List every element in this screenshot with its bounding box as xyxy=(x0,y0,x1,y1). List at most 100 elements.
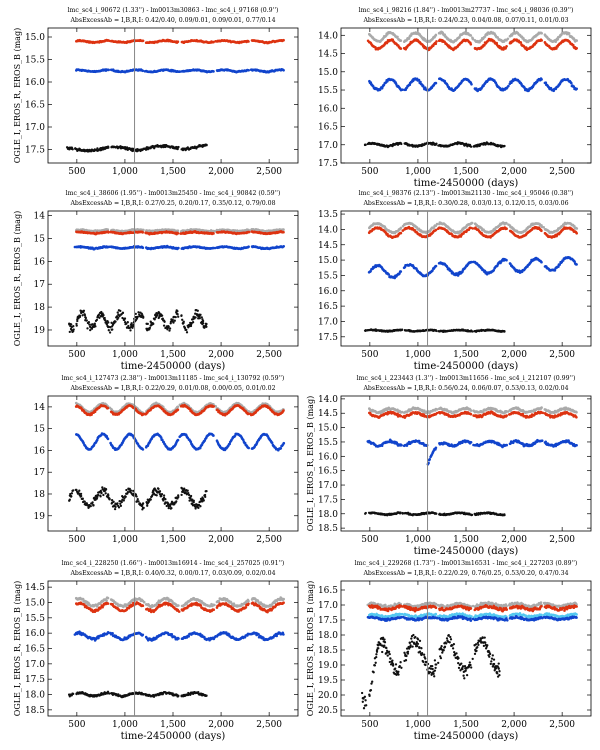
point-ogle xyxy=(191,321,195,324)
y-tick-label: 15.0 xyxy=(318,68,338,78)
point-ogle xyxy=(168,327,172,330)
y-tick-label: 16.0 xyxy=(318,104,338,114)
point-ogle xyxy=(107,321,110,324)
point-ogle xyxy=(181,318,184,321)
x-tick-label: 2,000 xyxy=(501,350,527,360)
point-ogle xyxy=(90,327,94,330)
point-ogle xyxy=(91,323,94,326)
y-axis-label: OGLE_I, EROS_R, EROS_B (mag) xyxy=(13,28,22,163)
point-ogle xyxy=(110,321,113,324)
x-axis-label: time-2450000 (days) xyxy=(121,361,226,372)
point-blue xyxy=(387,273,391,276)
point-ogle xyxy=(103,316,106,320)
point-gray xyxy=(542,226,545,229)
point-ogle xyxy=(161,317,164,320)
point-ogle xyxy=(153,317,156,321)
y-tick-label: 17.0 xyxy=(318,317,338,327)
x-tick-label: 500 xyxy=(361,167,378,177)
point-ogle xyxy=(177,315,180,318)
series-ogle-i xyxy=(65,143,208,153)
point-gray xyxy=(106,228,110,231)
point-ogle xyxy=(114,320,117,323)
point-gray xyxy=(435,222,439,226)
x-tick-label: 2,500 xyxy=(549,350,575,360)
point-red xyxy=(282,38,285,42)
point-ogle xyxy=(104,319,107,322)
y-tick-label: 16 xyxy=(34,257,46,267)
point-gray xyxy=(434,33,438,37)
point-ogle xyxy=(169,322,172,325)
x-tick-label: 2,500 xyxy=(549,167,575,177)
point-ogle xyxy=(89,328,92,332)
chart-subtitle: AbsExcessAb = I,B,R,I: 0.27/0.25, 0.20/0… xyxy=(69,200,275,207)
x-tick-label: 1,000 xyxy=(112,167,138,177)
y-tick-label: 17 xyxy=(34,468,46,478)
series-eros-r-gray xyxy=(368,30,578,44)
point-ogle xyxy=(117,316,120,319)
point-gray xyxy=(399,226,403,230)
y-tick-label: 16.0 xyxy=(25,78,45,88)
point-ogle xyxy=(78,314,82,317)
point-red xyxy=(469,226,473,230)
point-gray xyxy=(247,228,250,232)
point-ogle xyxy=(471,330,474,333)
point-ogle xyxy=(72,328,75,331)
point-blue xyxy=(282,69,285,72)
data-points xyxy=(68,228,286,334)
point-red xyxy=(434,228,438,232)
x-tick-label: 2,500 xyxy=(256,167,282,177)
point-red xyxy=(404,47,408,51)
point-ogle xyxy=(98,316,101,319)
plot-frame xyxy=(47,27,299,164)
point-red xyxy=(505,227,508,230)
y-tick-label: 18 xyxy=(34,303,46,313)
point-gray xyxy=(470,221,474,225)
point-ogle xyxy=(153,147,156,150)
point-ogle xyxy=(88,323,91,326)
point-blue xyxy=(505,258,508,262)
point-ogle xyxy=(137,311,140,314)
point-gray xyxy=(407,37,411,40)
y-tick-label: 14.5 xyxy=(318,50,338,60)
point-ogle xyxy=(108,331,112,334)
point-blue xyxy=(540,78,543,81)
y-tick-label: 13.5 xyxy=(318,210,338,220)
point-blue xyxy=(417,78,421,82)
point-ogle xyxy=(198,317,201,320)
point-red xyxy=(212,232,215,235)
point-blue xyxy=(445,265,449,269)
chart-title: lmc_sc4_i_98216 (1.84'') - lm0013m27737 … xyxy=(359,7,574,14)
point-gray xyxy=(214,405,217,408)
point-blue xyxy=(507,84,510,88)
point-red xyxy=(434,42,438,46)
y-tick-label: 19 xyxy=(34,326,46,336)
point-ogle xyxy=(123,317,127,320)
series-eros-r xyxy=(367,225,578,239)
point-red xyxy=(505,45,508,48)
point-red xyxy=(282,230,285,234)
point-ogle xyxy=(95,318,99,322)
point-ogle xyxy=(107,329,110,332)
point-red xyxy=(399,231,403,235)
point-ogle xyxy=(97,313,101,316)
point-red xyxy=(212,40,215,44)
point-ogle xyxy=(185,331,189,334)
point-ogle xyxy=(146,322,149,326)
series-ogle-i xyxy=(68,308,208,334)
point-ogle xyxy=(127,324,130,328)
point-blue xyxy=(431,269,434,272)
point-blue xyxy=(553,269,557,272)
series-eros-r xyxy=(74,403,285,417)
point-ogle xyxy=(194,316,197,319)
chart-subtitle: AbsExcessAb = I,B,R,I: 0.22/0.29, 0.01/0… xyxy=(69,385,275,392)
point-red xyxy=(540,39,543,42)
point-ogle xyxy=(205,143,208,147)
y-tick-label: 17 xyxy=(34,280,46,290)
point-blue xyxy=(141,246,145,250)
point-ogle xyxy=(163,320,166,323)
point-ogle xyxy=(177,145,180,149)
x-tick-label: 2,000 xyxy=(208,350,234,360)
series-eros-r xyxy=(366,37,578,52)
point-ogle xyxy=(205,325,208,328)
point-ogle xyxy=(96,147,99,150)
